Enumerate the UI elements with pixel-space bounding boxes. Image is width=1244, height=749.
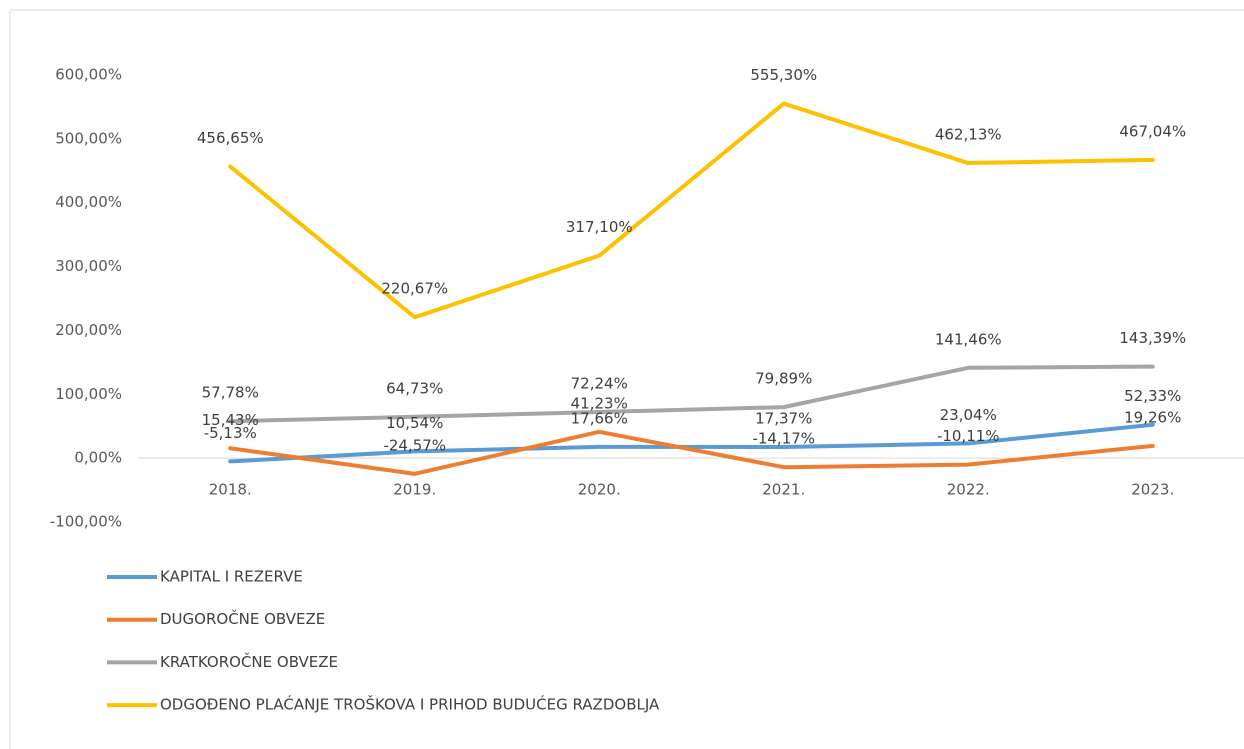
data-label: 467,04% <box>1119 122 1186 140</box>
data-label: -14,17% <box>752 430 815 448</box>
series-line <box>228 364 1155 424</box>
data-label: 52,33% <box>1124 387 1181 405</box>
x-tick-label: 2018. <box>209 481 252 499</box>
legend-label: ODGOĐENO PLAĆANJE TROŠKOVA I PRIHOD BUDU… <box>160 695 660 714</box>
legend-label: DUGOROČNE OBVEZE <box>160 609 325 628</box>
data-label: 72,24% <box>571 375 628 393</box>
data-label: 555,30% <box>750 66 817 84</box>
data-label: 317,10% <box>566 218 633 236</box>
y-tick-label: 0,00% <box>74 449 122 467</box>
series-line <box>228 429 1155 476</box>
y-tick-label: 400,00% <box>55 193 122 211</box>
data-label: 64,73% <box>386 379 443 397</box>
data-label: 19,26% <box>1124 408 1181 426</box>
data-label: 79,89% <box>755 370 812 388</box>
y-tick-label: 100,00% <box>55 385 122 403</box>
data-label: 17,66% <box>571 409 628 427</box>
legend-label: KAPITAL I REZERVE <box>160 568 303 586</box>
y-tick-label: 600,00% <box>55 66 122 84</box>
legend-label: KRATKOROČNE OBVEZE <box>160 652 338 671</box>
data-label: -10,11% <box>937 427 1000 445</box>
x-tick-label: 2023. <box>1131 481 1174 499</box>
data-label: 220,67% <box>381 280 448 298</box>
data-label: 23,04% <box>940 406 997 424</box>
x-tick-label: 2022. <box>947 481 990 499</box>
x-tick-label: 2020. <box>578 481 621 499</box>
data-label: -5,13% <box>204 424 257 442</box>
y-tick-label: -100,00% <box>50 513 122 531</box>
x-tick-label: 2021. <box>762 481 805 499</box>
data-label: -24,57% <box>383 436 446 454</box>
x-tick-label: 2019. <box>393 481 436 499</box>
data-label: 456,65% <box>197 129 264 147</box>
y-tick-label: 200,00% <box>55 321 122 339</box>
data-label: 57,78% <box>202 384 259 402</box>
data-label: 15,43% <box>202 411 259 429</box>
series-line <box>228 422 1155 464</box>
data-label: 41,23% <box>571 394 628 412</box>
data-label: 143,39% <box>1119 329 1186 347</box>
data-label: 141,46% <box>935 330 1002 348</box>
y-tick-label: 300,00% <box>55 257 122 275</box>
y-tick-label: 500,00% <box>55 129 122 147</box>
data-label: 10,54% <box>386 414 443 432</box>
data-label: 17,37% <box>755 410 812 428</box>
data-label: 462,13% <box>935 126 1002 144</box>
series-line <box>228 101 1155 320</box>
